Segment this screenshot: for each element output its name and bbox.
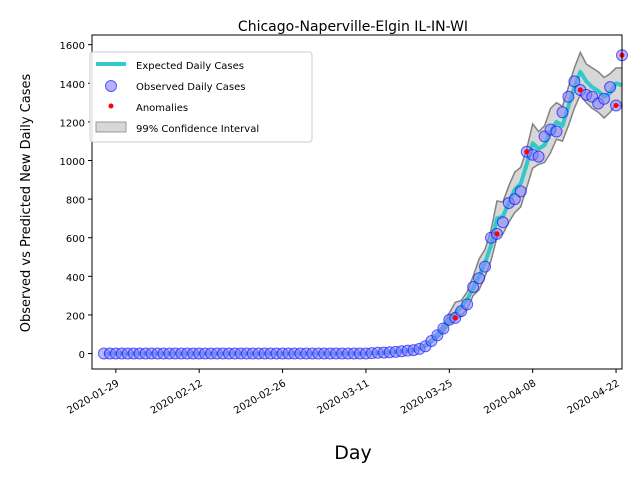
chart-title: Chicago-Naperville-Elgin IL-IN-WI [238,19,468,35]
observed-point [550,125,563,138]
y-tick-label: 400 [66,273,85,284]
y-axis-ticks: 0 200 400 600 800 1000 1200 1400 1600 [60,41,92,361]
observed-point [568,75,581,88]
legend: Expected Daily Cases Observed Daily Case… [89,51,313,143]
y-tick-label: 1600 [60,41,85,52]
legend-ci-swatch [95,121,127,133]
legend-observed-swatch [105,80,117,92]
y-tick-label: 600 [66,234,85,245]
observed-points-layer [97,49,628,360]
observed-point [562,90,575,103]
plot-frame [91,34,623,370]
anomaly-point [524,149,530,155]
observed-point [556,106,569,119]
legend-ci-label: 99% Confidence Interval [136,124,259,135]
anomaly-point [613,102,619,108]
legend-anomaly-label: Anomalies [136,103,188,114]
observed-point [514,185,527,198]
y-tick-label: 1000 [60,157,85,168]
anomaly-point [452,315,458,321]
legend-frame [89,51,313,143]
observed-point [461,298,474,311]
observed-point [467,280,480,293]
anomaly-point [494,231,500,237]
observed-point [604,81,617,94]
anomaly-point [577,87,583,93]
y-tick-label: 800 [66,196,85,207]
y-tick-label: 1200 [60,118,85,129]
anomaly-points-layer [452,52,625,321]
x-axis-label: Day [334,442,372,464]
observed-point [479,260,492,273]
y-tick-label: 1400 [60,80,85,91]
observed-point [437,322,450,335]
observed-point [473,272,486,285]
y-tick-label: 200 [66,311,85,322]
y-tick-label: 0 [79,350,85,361]
y-axis-label: Observed vs Predicted New Daily Cases [19,74,34,333]
observed-point [532,150,545,163]
legend-observed-label: Observed Daily Cases [136,82,245,93]
legend-expected-label: Expected Daily Cases [136,61,244,72]
observed-point [598,92,611,105]
legend-anomaly-swatch [108,103,114,109]
observed-point [496,216,509,229]
